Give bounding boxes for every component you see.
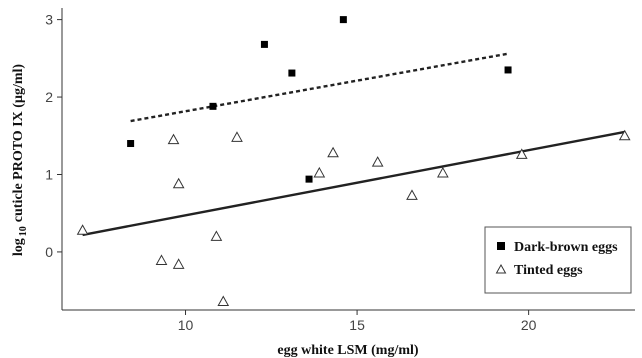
legend-box [484, 226, 632, 294]
x-tick-label: 20 [521, 317, 537, 333]
data-point-dark-brown [288, 69, 296, 77]
data-point-tinted [515, 148, 528, 159]
y-tick-label: 2 [45, 89, 53, 105]
data-point-tinted [172, 177, 185, 189]
data-point-tinted [172, 258, 185, 269]
data-point-tinted [618, 129, 631, 141]
data-point-dark-brown [209, 102, 217, 110]
trend-lines [82, 52, 625, 237]
x-tick-label: 15 [349, 317, 365, 333]
data-point-dark-brown [127, 140, 135, 148]
trend-line-dark-brown [130, 52, 509, 123]
x-axis-label: egg white LSM (mg/ml) [277, 343, 418, 358]
y-axis-label-rest: cuticle PROTO IX (µg/ml) [11, 64, 26, 223]
y-tick-label: 3 [45, 12, 53, 28]
x-tick-label: 10 [178, 317, 194, 333]
data-point-tinted [313, 166, 326, 178]
data-point-tinted [231, 131, 243, 142]
legend-marker-dark-brown [497, 242, 505, 250]
data-point-tinted [217, 295, 230, 306]
data-point-tinted [406, 189, 418, 200]
data-point-tinted [155, 254, 168, 265]
data-point-dark-brown [339, 16, 347, 24]
data-points [76, 16, 631, 306]
data-point-tinted [210, 230, 223, 241]
data-point-tinted [167, 133, 180, 145]
legend-label-dark-brown: Dark-brown eggs [514, 240, 618, 255]
legend-label-tinted: Tinted eggs [514, 263, 583, 278]
data-point-tinted [437, 166, 449, 178]
y-tick-label: 1 [45, 166, 53, 182]
data-point-dark-brown [260, 40, 268, 48]
data-point-dark-brown [504, 66, 512, 74]
axis-ticks: 10 15 20 0 1 2 3 [45, 12, 536, 333]
y-axis-label-subscript: 10 [18, 226, 29, 236]
y-axis-label: log 10 cuticle PROTO IX (µg/ml) [11, 64, 29, 257]
data-point-dark-brown [305, 175, 313, 183]
y-tick-label: 0 [45, 244, 53, 260]
legend-marker-tinted [495, 263, 507, 274]
data-point-tinted [76, 224, 89, 235]
axes [61, 8, 635, 311]
y-axis-label-prefix: log [11, 238, 26, 256]
legend: Dark-brown eggs Tinted eggs [484, 226, 632, 294]
data-point-tinted [327, 146, 339, 158]
data-point-tinted [371, 156, 384, 167]
trend-line-tinted [82, 130, 625, 237]
